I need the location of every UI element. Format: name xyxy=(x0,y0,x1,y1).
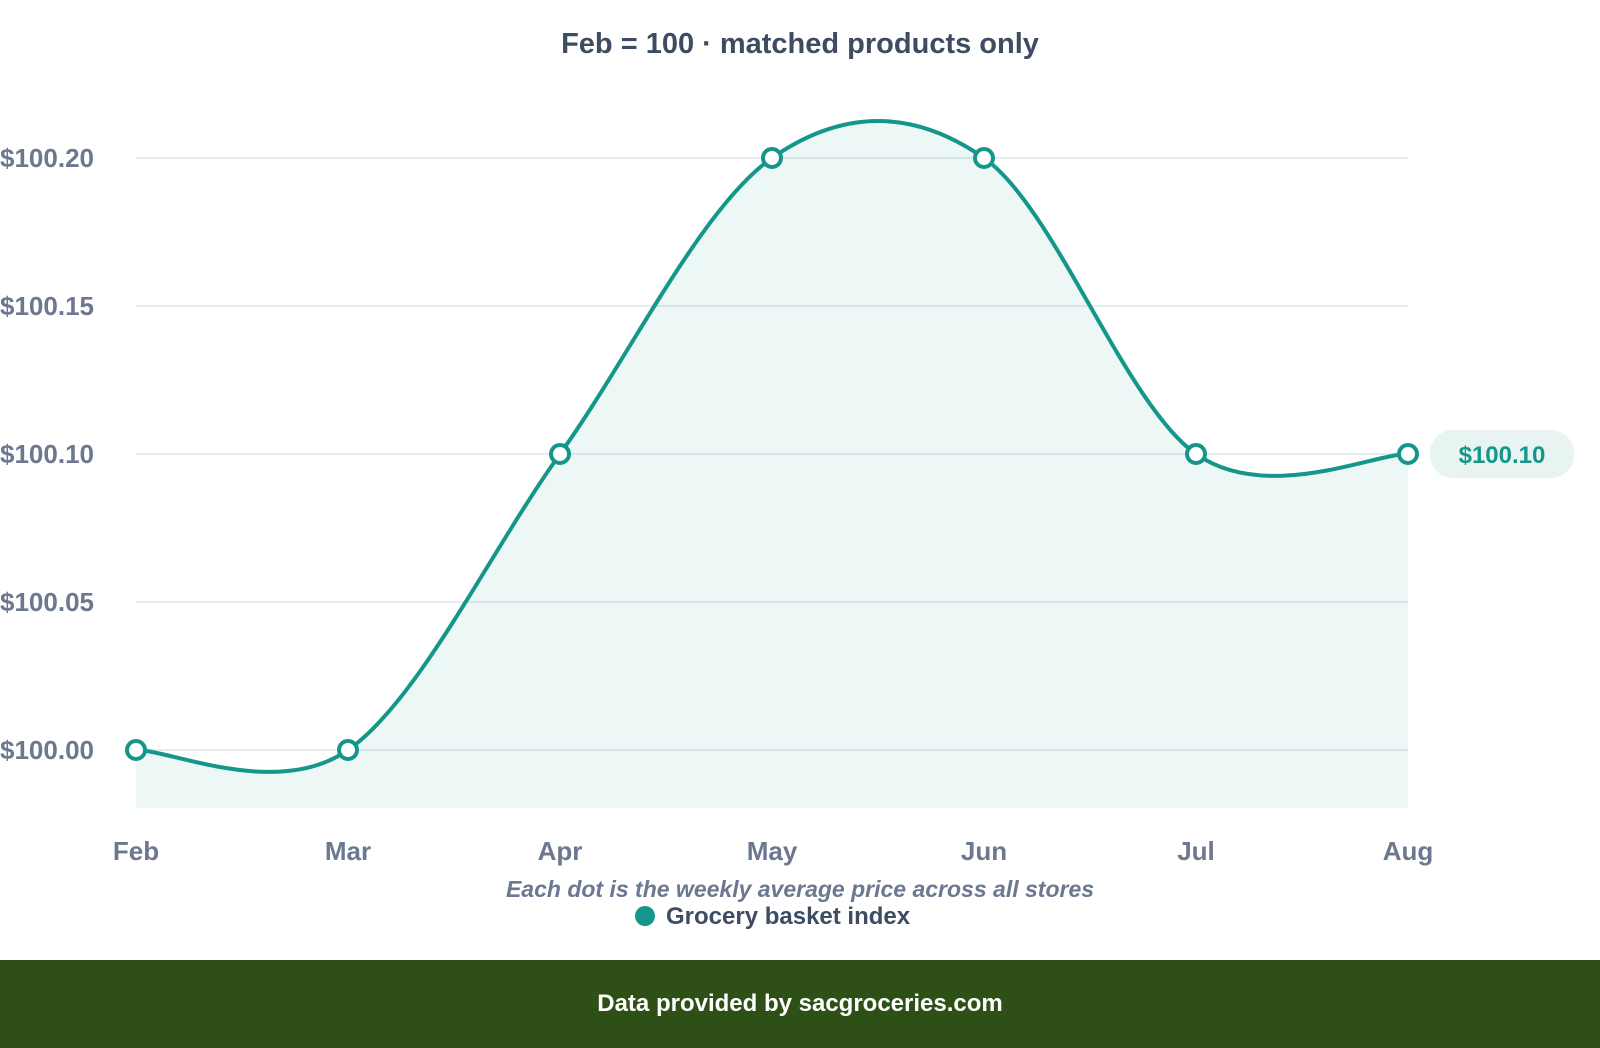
y-axis-ticks: $100.00 $100.05 $100.10 $100.15 $100.20 xyxy=(0,143,94,765)
data-point-aug[interactable] xyxy=(1397,443,1419,465)
data-points xyxy=(125,147,1419,761)
legend-marker xyxy=(635,906,655,926)
chart: Feb = 100 · matched products only $100.0… xyxy=(0,28,1574,930)
y-tick-label: $100.05 xyxy=(0,587,94,617)
end-value-badge: $100.10 xyxy=(1430,430,1574,478)
x-tick-label: Aug xyxy=(1383,836,1434,866)
y-tick-label: $100.10 xyxy=(0,439,94,469)
x-tick-label: May xyxy=(747,836,798,866)
end-value-label: $100.10 xyxy=(1459,442,1546,469)
chart-title: Feb = 100 · matched products only xyxy=(561,28,1039,60)
data-point-jun[interactable] xyxy=(973,147,995,169)
y-tick-label: $100.15 xyxy=(0,291,94,321)
data-point-mar[interactable] xyxy=(337,739,359,761)
x-tick-label: Mar xyxy=(325,836,371,866)
x-tick-label: Jul xyxy=(1177,836,1215,866)
y-tick-label: $100.00 xyxy=(0,735,94,765)
data-point-may[interactable] xyxy=(761,147,783,169)
footer-text: Data provided by sacgroceries.com xyxy=(597,990,1003,1017)
y-tick-label: $100.20 xyxy=(0,143,94,173)
x-tick-label: Feb xyxy=(113,836,159,866)
x-axis-ticks: Feb Mar Apr May Jun Jul Aug xyxy=(113,836,1433,866)
series-line xyxy=(135,119,1409,774)
x-tick-label: Apr xyxy=(538,836,583,866)
x-tick-label: Jun xyxy=(961,836,1007,866)
data-point-feb[interactable] xyxy=(125,739,147,761)
legend[interactable]: Grocery basket index xyxy=(635,903,911,930)
legend-label: Grocery basket index xyxy=(666,903,911,930)
footer-banner: Data provided by sacgroceries.com xyxy=(0,960,1600,1048)
end-value-badge-bg xyxy=(1430,430,1574,478)
data-point-apr[interactable] xyxy=(549,443,571,465)
data-point-jul[interactable] xyxy=(1185,443,1207,465)
area-fill xyxy=(136,121,1408,808)
chart-subtitle: Each dot is the weekly average price acr… xyxy=(506,876,1094,902)
